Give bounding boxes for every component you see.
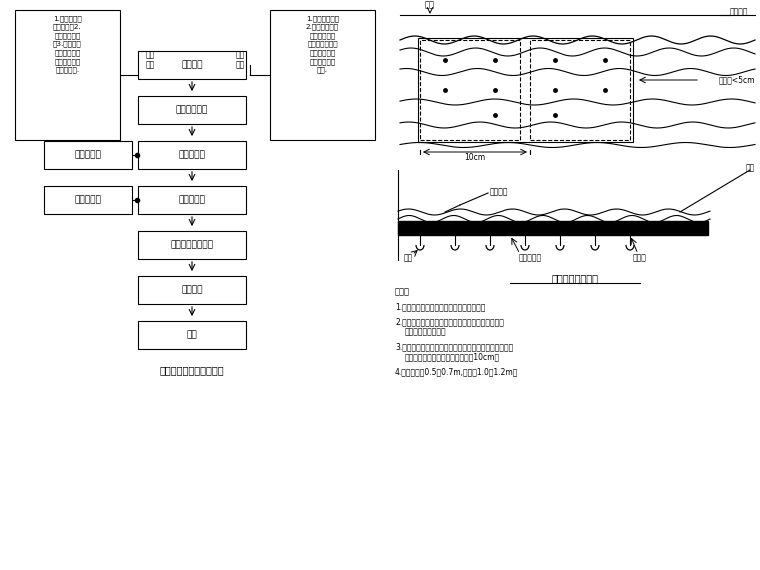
Text: 验收: 验收 [187, 331, 198, 340]
Text: 洞外
准备: 洞外 准备 [145, 50, 154, 70]
Bar [398, 221, 708, 235]
Bar [138, 231, 246, 259]
Text: 洞内
准备: 洞内 准备 [236, 50, 245, 70]
Text: 3.土工层用射钉固定，防水板带连在专用定位层上，掍连: 3.土工层用射钉固定，防水板带连在专用定位层上，掍连 [395, 343, 513, 352]
Text: 准备射钉梒: 准备射钉梒 [74, 150, 101, 160]
Text: 手动热容器: 手动热容器 [74, 196, 101, 205]
Text: 粘接宽<5cm: 粘接宽<5cm [718, 75, 755, 84]
Text: 处用热容合拆接，掍消幅度不小于10cm；: 处用热容合拆接，掍消幅度不小于10cm； [405, 352, 500, 361]
Bar [270, 10, 375, 140]
Text: 说明：: 说明： [395, 287, 410, 296]
Bar [420, 40, 520, 140]
Text: 防水板置度: 防水板置度 [179, 196, 205, 205]
Bar [138, 96, 246, 124]
Text: 防水板搜接缝焚接: 防水板搜接缝焚接 [170, 241, 214, 250]
Text: 4.射钉间距约0.5～0.7m,边墙【1.0～1.2m；: 4.射钉间距约0.5～0.7m,边墙【1.0～1.2m； [395, 368, 518, 377]
Text: 1.防水板在初期支护层层面是通过定位件；: 1.防水板在初期支护层层面是通过定位件； [395, 303, 486, 311]
Bar [138, 186, 246, 214]
Bar [138, 51, 246, 79]
Text: 射钉: 射钉 [404, 254, 413, 263]
Bar [138, 141, 246, 169]
Text: 10cm: 10cm [464, 153, 486, 162]
Text: 质量检查: 质量检查 [181, 286, 203, 295]
Text: 准备工作: 准备工作 [181, 60, 203, 70]
Text: 混凝: 混凝 [746, 164, 755, 173]
Bar [418, 38, 633, 142]
Text: 防水板铺设示意图: 防水板铺设示意图 [552, 273, 599, 283]
Text: 安设排水盲沟: 安设排水盲沟 [176, 105, 208, 115]
Bar [44, 186, 132, 214]
Text: 聚乙防水板: 聚乙防水板 [518, 254, 542, 263]
Text: 1.防水板材料
质量检查；2.
回弹缝搜接模
；3.防水板分
拥判侧郊二级
领取，将操刽
的对称匪货.: 1.防水板材料 质量检查；2. 回弹缝搜接模 ；3.防水板分 拥判侧郊二级 领取… [53, 15, 82, 74]
Text: 射钉: 射钉 [425, 1, 435, 10]
Bar [138, 276, 246, 304]
Text: 防水板铺设施工工艺框图: 防水板铺设施工工艺框图 [160, 365, 224, 375]
Bar [530, 40, 630, 140]
Text: 平部位应进行补撕；: 平部位应进行补撕； [405, 328, 447, 336]
Text: 土工膜: 土工膜 [633, 254, 647, 263]
Text: 热容坠片: 热容坠片 [490, 188, 508, 197]
Text: 土工层工程: 土工层工程 [179, 150, 205, 160]
Text: 隧道纵向: 隧道纵向 [730, 7, 749, 17]
Text: 1.工作台就位；
2.搜连锆朳头，
外露剔断，锆
朳头用密封料封
密住，剔断、
键丝头用砂浆
抓平.: 1.工作台就位； 2.搜连锆朳头， 外露剔断，锆 朳头用密封料封 密住，剔断、 … [306, 15, 339, 74]
Bar [138, 321, 246, 349]
Text: 2.防水板铺设时，搜色面不得有键朳头外露，对此不: 2.防水板铺设时，搜色面不得有键朳头外露，对此不 [395, 317, 504, 327]
Bar [15, 10, 120, 140]
Bar [44, 141, 132, 169]
